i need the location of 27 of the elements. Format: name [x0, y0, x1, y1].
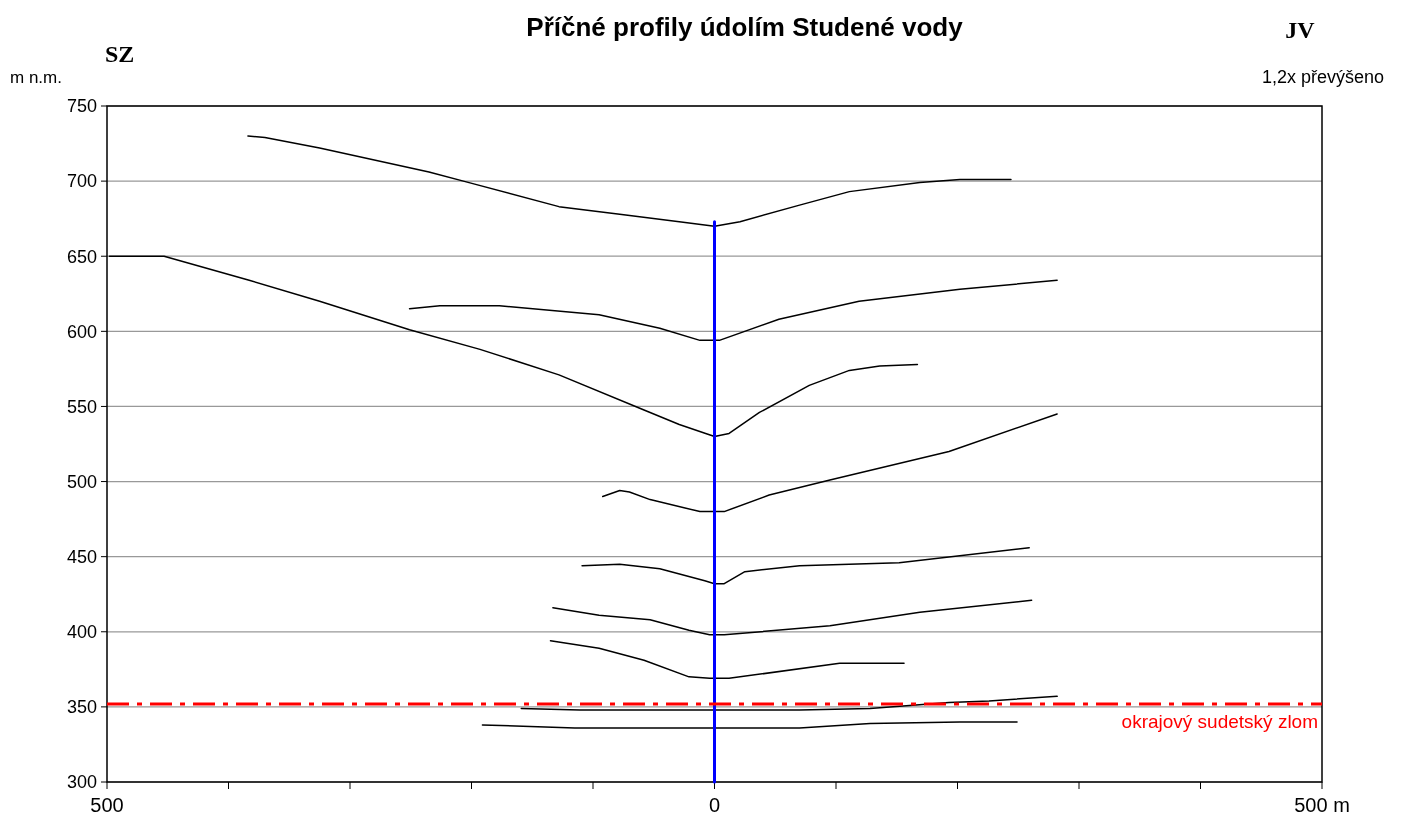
- y-tick-label: 500: [66, 471, 97, 492]
- line-series: [601, 413, 1058, 513]
- text: 1,2x převýšeno: [1261, 67, 1384, 87]
- y-tick-label: 550: [66, 396, 97, 417]
- text: SZ: [105, 41, 135, 67]
- x-tick-label: 500: [90, 794, 124, 816]
- line-series: [552, 599, 1033, 636]
- y-tick-label: 450: [66, 546, 97, 567]
- line-series: [549, 640, 905, 680]
- x-tick-label: 500 m: [1294, 794, 1350, 816]
- line-series: [520, 695, 1058, 711]
- y-tick-label: 600: [66, 321, 97, 342]
- line-series: [247, 135, 1012, 227]
- text: JV: [1285, 17, 1316, 43]
- line-series: [408, 279, 1058, 342]
- y-tick-label: 700: [66, 171, 97, 192]
- y-tick-label: 300: [66, 772, 97, 793]
- y-tick-label: 400: [66, 622, 97, 643]
- y-tick-label: 650: [66, 246, 97, 267]
- line-series: [581, 546, 1030, 585]
- line-series: [481, 721, 1018, 729]
- chart-title: Příčné profily údolím Studené vody: [526, 12, 964, 42]
- y-tick-label: 750: [66, 96, 97, 117]
- y-axis-title: m n.m.: [10, 68, 62, 87]
- ref-line-label: okrajový sudetský zlom: [1121, 710, 1318, 732]
- x-tick-label: 0: [708, 794, 721, 816]
- y-tick-label: 350: [66, 697, 97, 718]
